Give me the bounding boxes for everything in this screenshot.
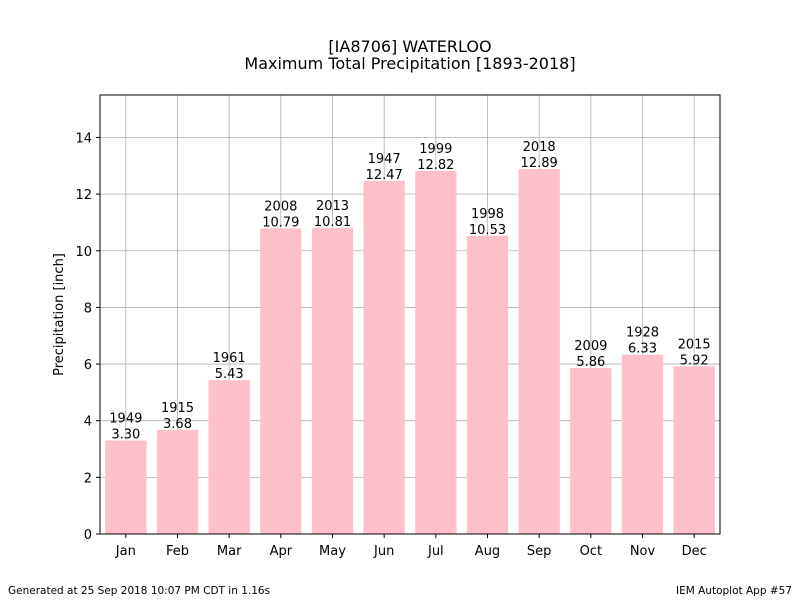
bar-year-label: 2009 (574, 339, 607, 354)
bar-value-label: 3.30 (111, 428, 140, 443)
y-tick-label: 2 (84, 471, 92, 486)
y-tick-label: 4 (84, 415, 92, 430)
x-tick-label: Feb (166, 544, 189, 559)
bar-dec (673, 366, 715, 534)
bar-year-label: 1961 (213, 351, 246, 366)
x-tick-label: Sep (527, 544, 552, 559)
bar-sep (518, 168, 560, 534)
bar-value-label: 10.53 (469, 223, 506, 238)
bar-year-label: 1928 (626, 326, 659, 341)
bar-jan (105, 440, 147, 534)
bar-value-label: 10.79 (262, 215, 299, 230)
bar-value-label: 5.86 (576, 355, 605, 370)
x-tick-label: Dec (682, 544, 707, 559)
x-tick-label: Oct (580, 544, 602, 559)
bar-year-label: 1999 (419, 142, 452, 157)
bar-value-label: 10.81 (314, 215, 351, 230)
x-tick-label: Jul (427, 544, 444, 559)
bar-year-label: 2018 (523, 140, 556, 155)
x-tick-label: Nov (630, 544, 656, 559)
bar-year-label: 1915 (161, 401, 194, 416)
y-axis-label: Precipitation [inch] (52, 253, 67, 376)
bar-jul (415, 170, 457, 534)
bar-labels: 19493.3019153.6819615.43200810.79201310.… (109, 140, 710, 443)
axes: 0 2 4 6 8 10 12 14 Jan Feb Mar Apr May Jun Jul Aug Sep Oc… (75, 131, 706, 559)
bar-year-label: 1949 (109, 412, 142, 427)
x-tick-label: Aug (475, 544, 500, 559)
bar-value-label: 5.92 (680, 353, 709, 368)
app-credit: IEM Autoplot App #57 (676, 585, 792, 597)
bar-jun (363, 180, 405, 534)
x-tick-label: Jun (373, 544, 394, 559)
bar-aug (466, 235, 509, 534)
y-tick-label: 14 (75, 131, 92, 146)
y-tick-label: 8 (84, 301, 92, 316)
x-tick-label: May (319, 544, 346, 559)
chart-subtitle: Maximum Total Precipitation [1893-2018] (244, 54, 575, 73)
y-tick-label: 0 (84, 528, 92, 543)
bar-value-label: 3.68 (163, 417, 192, 432)
bar-value-label: 12.89 (521, 156, 558, 171)
bar-mar (208, 380, 250, 534)
bar-nov (621, 354, 664, 534)
x-tick-label: Jan (115, 544, 136, 559)
bar-year-label: 2013 (316, 199, 349, 214)
y-tick-label: 12 (75, 188, 92, 203)
bar-value-label: 12.82 (417, 158, 454, 173)
bar-year-label: 2008 (264, 199, 297, 214)
bar-feb (156, 429, 199, 534)
y-tick-label: 10 (75, 245, 92, 260)
bar-value-label: 5.43 (215, 367, 244, 382)
x-tick-label: Mar (217, 544, 242, 559)
bar-value-label: 6.33 (628, 342, 657, 357)
bar-year-label: 1998 (471, 207, 504, 222)
y-tick-label: 6 (84, 358, 92, 373)
bar-year-label: 1947 (368, 152, 401, 167)
x-tick-label: Apr (270, 544, 293, 559)
chart-title: [IA8706] WATERLOO (328, 37, 491, 56)
plot-frame (99, 94, 721, 535)
bar-year-label: 2015 (678, 337, 711, 352)
generated-timestamp: Generated at 25 Sep 2018 10:07 PM CDT in… (8, 585, 271, 597)
bar-apr (260, 228, 302, 534)
bar-may (311, 227, 354, 535)
bar-oct (570, 368, 612, 534)
bars (105, 168, 715, 535)
bar-value-label: 12.47 (366, 168, 403, 183)
